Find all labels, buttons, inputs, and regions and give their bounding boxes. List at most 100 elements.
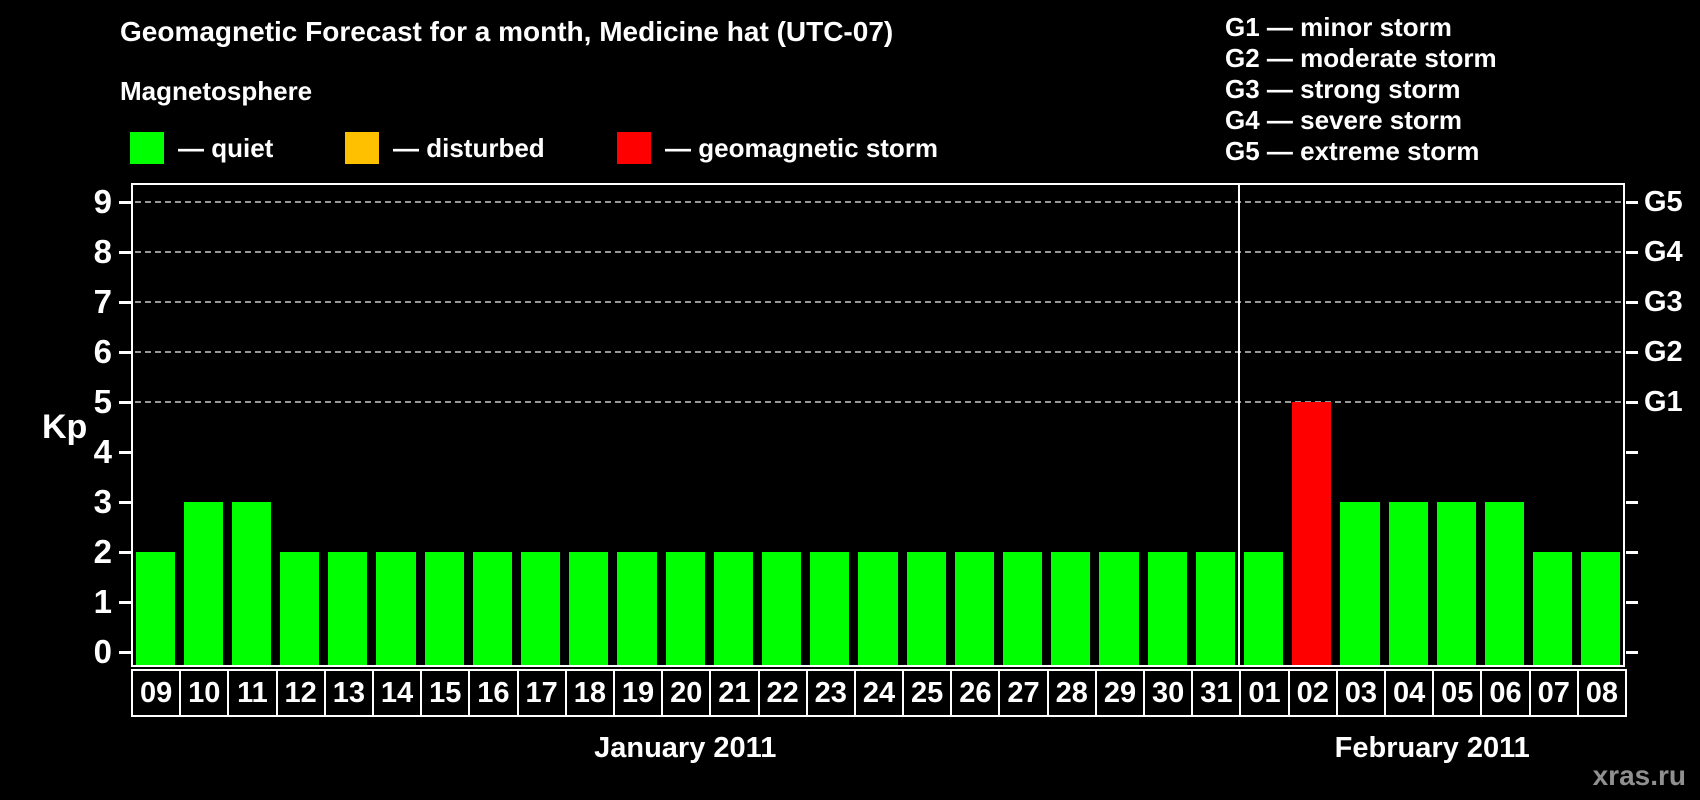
day-label-cell: 07	[1528, 669, 1579, 717]
magnetosphere-legend-heading: Magnetosphere	[120, 76, 313, 106]
kp-bar-day-20	[665, 552, 705, 665]
gridline-kp5	[135, 401, 1621, 403]
y-axis-tick-label: 9	[93, 183, 112, 220]
day-label-cell: 30	[1143, 669, 1194, 717]
kp-bar-day-17	[521, 552, 561, 665]
kp-bar-day-02	[1292, 402, 1332, 665]
kp-bar-day-07	[1533, 552, 1573, 665]
g-scale-legend: G1 — minor storm G2 — moderate storm G3 — …	[1225, 12, 1497, 167]
gridline-kp6	[135, 351, 1621, 353]
kp-bar-day-26	[954, 552, 994, 665]
g-scale-legend-item-1: G1 — minor storm	[1225, 12, 1452, 42]
y-axis-tick-left	[119, 551, 131, 554]
day-label-cell: 21	[709, 669, 760, 717]
y-axis-tick-right	[1626, 501, 1638, 504]
y-axis-title: Kp	[42, 408, 88, 446]
day-label-cell: 25	[902, 669, 953, 717]
y-axis-tick-label: 1	[93, 583, 112, 620]
kp-bar-day-10	[183, 502, 223, 665]
day-label-cell: 13	[323, 669, 374, 717]
day-label-cell: 26	[950, 669, 1001, 717]
day-label-cell: 17	[516, 669, 567, 717]
kp-bar-day-05	[1436, 502, 1476, 665]
kp-bar-day-29	[1099, 552, 1139, 665]
kp-bar-day-01	[1243, 552, 1284, 665]
g-level-label-g5: G5	[1644, 186, 1683, 218]
legend-label-storm: — geomagnetic storm	[665, 132, 939, 163]
kp-bar-day-14	[376, 552, 416, 665]
day-label-cell: 09	[131, 669, 182, 717]
y-axis-tick-label: 8	[93, 233, 112, 270]
day-label-cell: 28	[1046, 669, 1097, 717]
day-label-cell: 02	[1287, 669, 1338, 717]
watermark: xras.ru	[1592, 760, 1686, 791]
y-axis-tick-label: 7	[93, 283, 112, 320]
legend-item-storm: — geomagnetic storm	[617, 131, 938, 165]
gridline-kp9	[135, 201, 1621, 203]
day-label-cell: 04	[1384, 669, 1435, 717]
g-level-label-g3: G3	[1644, 286, 1683, 318]
chart-title: Geomagnetic Forecast for a month, Medici…	[120, 16, 894, 47]
kp-bar-day-24	[858, 552, 898, 665]
kp-bar-day-22	[762, 552, 802, 665]
kp-bar-day-12	[280, 552, 320, 665]
gridline-kp7	[135, 301, 1621, 303]
kp-bar-day-31	[1195, 552, 1235, 665]
y-axis-tick-right	[1626, 551, 1638, 554]
y-axis-tick-right	[1626, 301, 1638, 304]
y-axis-tick-left	[119, 651, 131, 654]
kp-bar-day-25	[906, 552, 946, 665]
kp-bar-day-23	[810, 552, 850, 665]
storm-swatch-icon	[617, 132, 651, 164]
month-divider	[1238, 185, 1241, 665]
day-label-cell: 16	[468, 669, 519, 717]
day-label-cell: 18	[564, 669, 615, 717]
y-axis-tick-left	[119, 251, 131, 254]
g-scale-legend-item-5: G5 — extreme storm	[1225, 136, 1480, 166]
y-axis-tick-left	[119, 401, 131, 404]
day-label-cell: 06	[1480, 669, 1531, 717]
day-label-cell: 05	[1432, 669, 1483, 717]
y-axis-tick-label: 3	[93, 483, 112, 520]
kp-bar-day-06	[1484, 502, 1525, 665]
day-label-cell: 10	[179, 669, 230, 717]
day-label-cell: 29	[1094, 669, 1146, 717]
day-label-cell: 01	[1239, 669, 1290, 717]
kp-bar-day-21	[713, 552, 753, 665]
y-axis-tick-right	[1626, 201, 1638, 204]
day-label-cell: 11	[227, 669, 278, 717]
kp-bar-day-27	[1002, 552, 1043, 665]
day-label-cell: 14	[371, 669, 423, 717]
g-level-label-g1: G1	[1644, 386, 1683, 418]
y-axis-tick-right	[1626, 401, 1638, 404]
y-axis-tick-left	[119, 451, 131, 454]
y-axis-tick-right	[1626, 451, 1638, 454]
kp-bar-day-19	[617, 552, 657, 665]
day-label-cell: 27	[998, 669, 1049, 717]
kp-bar-day-04	[1388, 502, 1428, 665]
day-label-cell: 19	[612, 669, 664, 717]
y-axis-tick-left	[119, 201, 131, 204]
day-label-cell: 15	[420, 669, 471, 717]
kp-bar-day-11	[231, 502, 272, 665]
legend-label-disturbed: — disturbed	[393, 132, 545, 163]
y-axis-tick-right	[1626, 251, 1638, 254]
y-axis-tick-right	[1626, 601, 1638, 604]
y-axis-tick-label: 2	[93, 533, 112, 570]
legend-label-quiet: — quiet	[178, 132, 274, 163]
quiet-swatch-icon	[130, 132, 164, 164]
kp-bar-day-03	[1340, 502, 1380, 665]
kp-bar-day-16	[472, 552, 513, 665]
y-axis-tick-right	[1626, 351, 1638, 354]
y-axis-tick-label: 5	[93, 383, 112, 420]
kp-bar-day-15	[424, 552, 464, 665]
kp-bar-day-28	[1051, 552, 1091, 665]
y-axis-tick-label: 0	[93, 633, 112, 670]
day-label-cell: 20	[661, 669, 712, 717]
month-label-0: January 2011	[594, 732, 777, 764]
kp-bar-day-30	[1147, 552, 1187, 665]
day-label-cell: 31	[1191, 669, 1242, 717]
y-axis-tick-right	[1626, 651, 1638, 654]
kp-bar-day-13	[328, 552, 368, 665]
